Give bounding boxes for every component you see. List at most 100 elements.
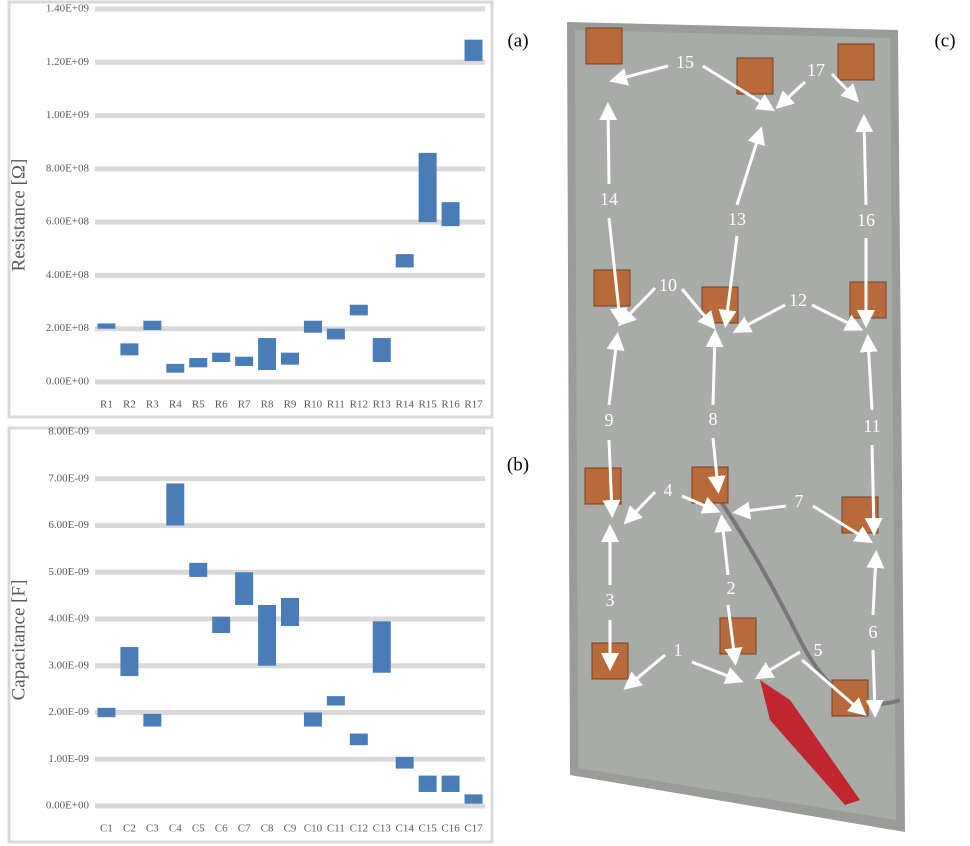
x-tick-label: C3	[146, 823, 159, 835]
box	[212, 617, 230, 633]
x-tick-label: R16	[441, 399, 460, 411]
box	[189, 358, 207, 367]
box	[419, 776, 437, 792]
x-tick-label: R5	[192, 399, 205, 411]
x-tick-label: C16	[441, 823, 460, 835]
electrode-label: 16	[857, 210, 875, 230]
y-tick-label: 8.00E-09	[48, 426, 89, 438]
y-tick-label: 5.00E-09	[48, 566, 89, 578]
box	[419, 153, 437, 222]
electrode-label: 2	[727, 578, 736, 598]
electrode-label: 17	[807, 60, 825, 80]
x-tick-label: R17	[464, 399, 483, 411]
panel-label: (a)	[507, 30, 528, 51]
copper-pad	[586, 28, 622, 64]
x-tick-label: C1	[100, 823, 113, 835]
box	[442, 202, 460, 226]
x-tick-label: C14	[396, 823, 415, 835]
box	[235, 357, 253, 366]
box	[396, 757, 414, 769]
box	[396, 254, 414, 267]
copper-pad	[838, 44, 874, 80]
electrode-label: 3	[606, 590, 615, 610]
y-tick-label: 6.00E-09	[48, 519, 89, 531]
box	[304, 321, 322, 333]
box	[258, 338, 276, 370]
box	[189, 563, 207, 577]
x-tick-label: R3	[146, 399, 159, 411]
arrow	[872, 445, 874, 530]
y-tick-label: 2.00E-09	[48, 706, 89, 718]
box	[235, 572, 253, 605]
box	[373, 621, 391, 672]
x-tick-label: C7	[238, 823, 251, 835]
x-tick-label: C2	[123, 823, 136, 835]
electrode-label: 9	[605, 410, 614, 430]
arrow	[608, 108, 609, 184]
x-tick-label: R13	[373, 399, 392, 411]
y-tick-label: 0.00E+00	[46, 376, 90, 388]
box	[166, 483, 184, 525]
copper-pad	[585, 468, 621, 504]
box	[442, 776, 460, 792]
box	[120, 343, 138, 355]
y-tick-label: 7.00E-09	[48, 472, 89, 484]
x-tick-label: C12	[350, 823, 368, 835]
x-tick-label: C9	[284, 823, 297, 835]
x-tick-label: R6	[215, 399, 228, 411]
x-tick-label: R11	[327, 399, 345, 411]
box	[465, 40, 483, 61]
x-tick-label: R9	[284, 399, 297, 411]
x-tick-label: C11	[327, 823, 345, 835]
box	[281, 353, 299, 365]
x-tick-label: R14	[396, 399, 415, 411]
x-tick-label: C6	[215, 823, 228, 835]
box	[327, 696, 345, 705]
box	[327, 329, 345, 340]
y-tick-label: 8.00E+08	[46, 162, 90, 174]
x-tick-label: R1	[100, 399, 113, 411]
box	[304, 713, 322, 727]
y-tick-label: 1.20E+09	[46, 56, 90, 68]
y-tick-label: 1.00E+09	[46, 109, 90, 121]
x-tick-label: R15	[418, 399, 437, 411]
arrow	[713, 335, 715, 405]
y-tick-label: 3.00E-09	[48, 659, 89, 671]
box	[350, 734, 368, 746]
box	[97, 323, 115, 328]
y-tick-label: 1.00E-09	[48, 753, 89, 765]
electrode-label: 8	[709, 409, 718, 429]
x-tick-label: C5	[192, 823, 205, 835]
y-axis-label: Resistance [Ω]	[8, 159, 29, 272]
box	[281, 598, 299, 626]
box	[166, 364, 184, 373]
y-tick-label: 4.00E+08	[46, 269, 90, 281]
box	[212, 353, 230, 362]
x-tick-label: R4	[169, 399, 182, 411]
box	[120, 647, 138, 676]
y-tick-label: 1.40E+09	[46, 3, 90, 15]
copper-pad	[737, 58, 773, 94]
copper-pad	[692, 467, 728, 503]
x-tick-label: R10	[304, 399, 323, 411]
electrode-label: 15	[676, 52, 694, 72]
box	[465, 794, 483, 803]
electrode-label: 14	[600, 189, 618, 209]
x-tick-label: C8	[261, 823, 274, 835]
box	[97, 708, 115, 717]
electrode-label: 4	[664, 480, 673, 500]
figure: 1234567891011121314151617(c) 0.00E+002.0…	[0, 0, 970, 846]
x-tick-label: C17	[464, 823, 483, 835]
electrode-label: 13	[728, 209, 746, 229]
electrode-label: 11	[863, 416, 880, 436]
arrow	[864, 120, 866, 205]
electrode-label: 12	[789, 290, 807, 310]
box	[143, 714, 161, 727]
x-tick-label: R2	[123, 399, 136, 411]
copper-pad	[594, 270, 630, 306]
copper-pad	[720, 618, 756, 654]
x-tick-label: C4	[169, 823, 182, 835]
electrode-label: 10	[659, 275, 677, 295]
electrode-label: 1	[674, 640, 683, 660]
arrow	[873, 650, 875, 712]
